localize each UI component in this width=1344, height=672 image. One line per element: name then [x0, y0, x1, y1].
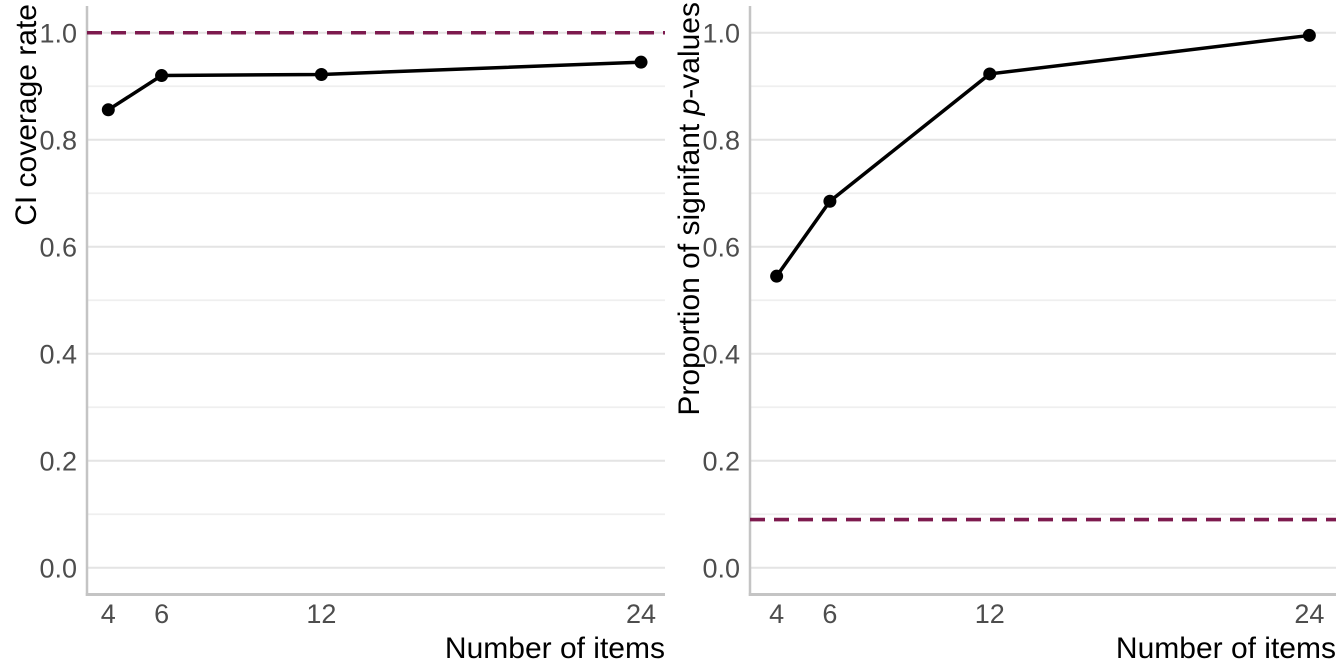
significant-pvalues-chart: 0.0 0.2 0.4 0.6 0.8 1.0 4 6 12 24 Proportion of si… — [673, 2, 1336, 665]
data-point — [983, 67, 997, 81]
y-tick-label: 0.0 — [39, 553, 77, 583]
panel-significant-pvalues: 0.0 0.2 0.4 0.6 0.8 1.0 4 6 12 24 Proportion of si… — [672, 0, 1344, 672]
y-axis-title: CI coverage rate — [10, 4, 43, 226]
plot-area: 0.0 0.2 0.4 0.6 0.8 1.0 4 6 12 24 Proportion of si… — [673, 2, 1336, 629]
data-point — [314, 67, 328, 81]
y-tick-label: 1.0 — [39, 18, 77, 48]
data-point — [155, 69, 169, 83]
data-point — [101, 103, 115, 117]
data-point — [770, 269, 784, 283]
series-line — [774, 33, 1312, 278]
x-axis-title: Number of items — [445, 632, 665, 665]
panel-ci-coverage: 0.0 0.2 0.4 0.6 0.8 1.0 4 6 12 24 CI coverage rate… — [10, 4, 665, 665]
y-tick-label: 1.0 — [702, 18, 740, 48]
series-line — [106, 60, 643, 112]
ci-coverage-chart: 0.0 0.2 0.4 0.6 0.8 1.0 4 6 12 24 CI coverage rate… — [10, 4, 665, 665]
x-tick-label: 4 — [101, 599, 116, 629]
y-tick-label: 0.0 — [702, 553, 740, 583]
data-point — [823, 194, 837, 208]
y-tick-label: 0.8 — [702, 125, 740, 155]
y-tick-label: 0.6 — [702, 232, 740, 262]
plot-area: 0.0 0.2 0.4 0.6 0.8 1.0 4 6 12 24 CI coverage rate — [10, 4, 665, 629]
y-axis-title: Proportion of signifant p-values — [673, 2, 706, 416]
y-tick-label: 0.2 — [702, 446, 740, 476]
data-point — [634, 55, 648, 69]
x-tick-label: 12 — [306, 599, 336, 629]
x-axis-title: Number of items — [1116, 632, 1336, 665]
y-tick-label: 0.8 — [39, 125, 77, 155]
x-tick-label: 24 — [1294, 599, 1324, 629]
x-tick-label: 12 — [975, 599, 1005, 629]
x-tick-label: 4 — [769, 599, 784, 629]
y-tick-label: 0.4 — [702, 339, 740, 369]
x-tick-label: 6 — [154, 599, 169, 629]
y-tick-label: 0.2 — [39, 446, 77, 476]
y-tick-label: 0.4 — [39, 339, 77, 369]
data-point — [1302, 28, 1316, 42]
x-tick-label: 6 — [822, 599, 837, 629]
y-tick-label: 0.6 — [39, 232, 77, 262]
x-tick-label: 24 — [626, 599, 656, 629]
